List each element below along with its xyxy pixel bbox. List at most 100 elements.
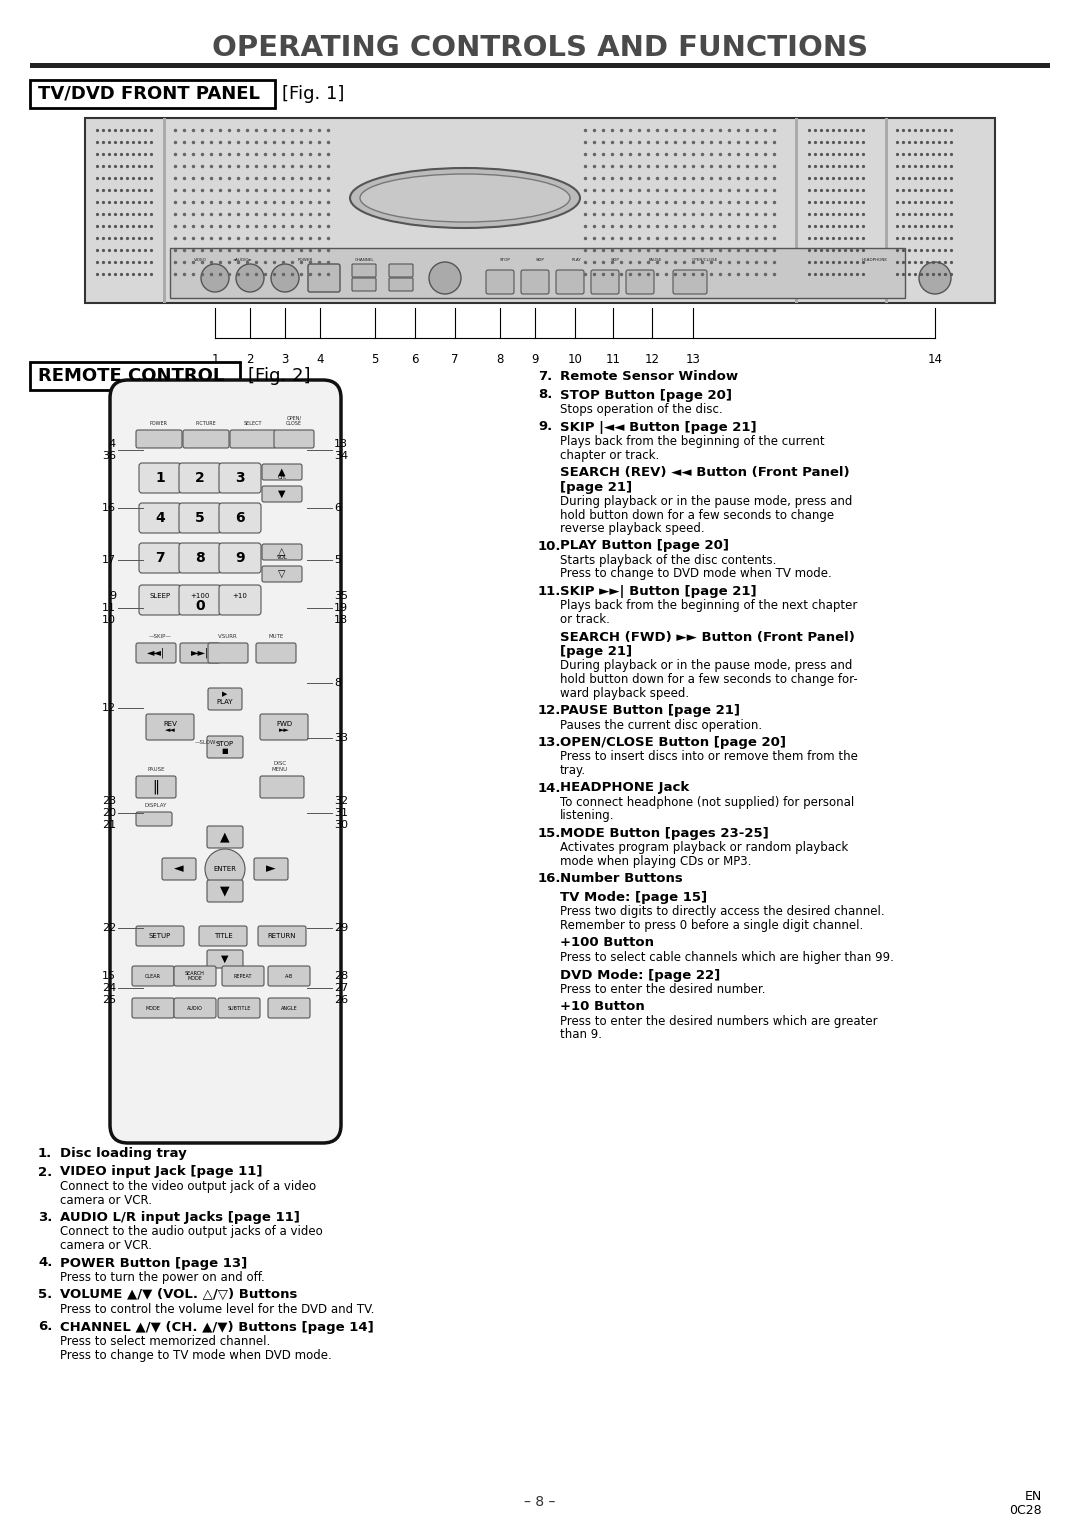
Text: SKIP |◄◄ Button [page 21]: SKIP |◄◄ Button [page 21] xyxy=(561,421,757,433)
Text: 22: 22 xyxy=(102,923,116,932)
FancyBboxPatch shape xyxy=(268,998,310,1018)
Text: 35
19
18: 35 19 18 xyxy=(334,592,348,624)
Text: Press to enter the desired number.: Press to enter the desired number. xyxy=(561,983,766,996)
Text: A-B: A-B xyxy=(285,974,293,978)
Text: ▼: ▼ xyxy=(220,885,230,897)
Text: During playback or in the pause mode, press and: During playback or in the pause mode, pr… xyxy=(561,659,852,673)
Text: —SKIP—: —SKIP— xyxy=(149,633,172,639)
FancyBboxPatch shape xyxy=(222,966,264,986)
Text: REMOTE CONTROL: REMOTE CONTROL xyxy=(38,366,225,385)
FancyBboxPatch shape xyxy=(179,584,221,615)
Ellipse shape xyxy=(360,174,570,221)
Text: Plays back from the beginning of the next chapter: Plays back from the beginning of the nex… xyxy=(561,600,858,612)
Text: hold button down for a few seconds to change: hold button down for a few seconds to ch… xyxy=(561,508,834,522)
Text: 14: 14 xyxy=(928,353,943,366)
Text: 33: 33 xyxy=(334,732,348,743)
Text: OPEN/
CLOSE: OPEN/ CLOSE xyxy=(286,415,302,426)
Text: 5: 5 xyxy=(195,511,205,525)
Text: OPEN/CLOSE Button [page 20]: OPEN/CLOSE Button [page 20] xyxy=(561,736,786,749)
FancyBboxPatch shape xyxy=(174,966,216,986)
Text: ▲: ▲ xyxy=(279,467,286,478)
FancyBboxPatch shape xyxy=(219,543,261,572)
Text: Press to change to DVD mode when TV mode.: Press to change to DVD mode when TV mode… xyxy=(561,568,832,580)
Text: SELECT: SELECT xyxy=(244,421,262,426)
Text: 11.: 11. xyxy=(538,584,562,598)
FancyBboxPatch shape xyxy=(256,642,296,662)
FancyBboxPatch shape xyxy=(110,380,341,1143)
Text: Press to control the volume level for the DVD and TV.: Press to control the volume level for th… xyxy=(60,1303,375,1315)
Text: 8: 8 xyxy=(497,353,503,366)
FancyBboxPatch shape xyxy=(207,736,243,758)
Text: MODE: MODE xyxy=(146,1006,161,1010)
Text: 5.: 5. xyxy=(38,1288,52,1302)
Text: STOP
■: STOP ■ xyxy=(216,740,234,754)
FancyBboxPatch shape xyxy=(207,826,243,848)
FancyBboxPatch shape xyxy=(308,264,340,291)
Text: 6.: 6. xyxy=(38,1320,52,1334)
Text: ◄: ◄ xyxy=(174,862,184,876)
Text: 5: 5 xyxy=(334,555,341,565)
Text: 4: 4 xyxy=(316,353,324,366)
Text: 12: 12 xyxy=(102,703,116,713)
Text: 16: 16 xyxy=(102,504,116,513)
Text: Press to enter the desired numbers which are greater: Press to enter the desired numbers which… xyxy=(561,1015,878,1029)
Text: CHANNEL: CHANNEL xyxy=(355,258,375,262)
FancyBboxPatch shape xyxy=(389,264,413,278)
Text: +10: +10 xyxy=(232,594,247,600)
Text: 2: 2 xyxy=(246,353,254,366)
Text: ▲: ▲ xyxy=(220,830,230,844)
Text: 13: 13 xyxy=(686,353,701,366)
FancyBboxPatch shape xyxy=(179,462,221,493)
Ellipse shape xyxy=(350,168,580,227)
Text: TV/DVD FRONT PANEL: TV/DVD FRONT PANEL xyxy=(38,85,260,102)
Text: tray.: tray. xyxy=(561,765,586,777)
Text: VOL: VOL xyxy=(276,555,287,560)
Text: listening.: listening. xyxy=(561,809,615,823)
Text: POWER: POWER xyxy=(150,421,168,426)
FancyBboxPatch shape xyxy=(258,926,306,946)
Text: ward playback speed.: ward playback speed. xyxy=(561,687,689,699)
FancyBboxPatch shape xyxy=(262,566,302,581)
FancyBboxPatch shape xyxy=(591,270,619,295)
Text: hold button down for a few seconds to change for-: hold button down for a few seconds to ch… xyxy=(561,673,858,687)
Text: 7.: 7. xyxy=(538,369,552,383)
Text: camera or VCR.: camera or VCR. xyxy=(60,1193,152,1207)
Text: VIDEO: VIDEO xyxy=(193,258,206,262)
Text: ANGLE: ANGLE xyxy=(281,1006,297,1010)
Text: 5: 5 xyxy=(372,353,379,366)
Circle shape xyxy=(237,264,264,291)
Text: PAUSE Button [page 21]: PAUSE Button [page 21] xyxy=(561,703,740,717)
Text: TV Mode: [page 15]: TV Mode: [page 15] xyxy=(561,891,707,903)
Bar xyxy=(30,362,240,391)
FancyBboxPatch shape xyxy=(139,543,181,572)
Text: ‖: ‖ xyxy=(152,780,160,794)
Text: 23
20
21: 23 20 21 xyxy=(102,797,116,830)
Text: REPEAT: REPEAT xyxy=(233,974,253,978)
FancyBboxPatch shape xyxy=(556,270,584,295)
Text: Connect to the audio output jacks of a video: Connect to the audio output jacks of a v… xyxy=(60,1225,323,1239)
FancyBboxPatch shape xyxy=(174,998,216,1018)
Text: 6: 6 xyxy=(411,353,419,366)
Text: To connect headphone (not supplied) for personal: To connect headphone (not supplied) for … xyxy=(561,797,854,809)
Circle shape xyxy=(429,262,461,295)
Text: PAUSE: PAUSE xyxy=(147,768,165,772)
FancyBboxPatch shape xyxy=(260,714,308,740)
Text: DISPLAY: DISPLAY xyxy=(145,803,167,807)
FancyBboxPatch shape xyxy=(352,278,376,291)
FancyBboxPatch shape xyxy=(260,777,303,798)
Text: 13.: 13. xyxy=(538,736,562,749)
Text: REV
◄◄: REV ◄◄ xyxy=(163,720,177,734)
FancyBboxPatch shape xyxy=(146,714,194,740)
Text: 32
31
30: 32 31 30 xyxy=(334,797,348,830)
Text: HEADPHONE Jack: HEADPHONE Jack xyxy=(561,781,689,795)
Text: ▶
PLAY: ▶ PLAY xyxy=(217,691,233,705)
FancyBboxPatch shape xyxy=(219,504,261,533)
FancyBboxPatch shape xyxy=(486,270,514,295)
Text: STOP Button [page 20]: STOP Button [page 20] xyxy=(561,389,732,401)
FancyBboxPatch shape xyxy=(199,926,247,946)
FancyBboxPatch shape xyxy=(132,966,174,986)
FancyBboxPatch shape xyxy=(389,278,413,291)
Text: Press to change to TV mode when DVD mode.: Press to change to TV mode when DVD mode… xyxy=(60,1349,332,1361)
Text: 4: 4 xyxy=(156,511,165,525)
Text: 1: 1 xyxy=(212,353,219,366)
